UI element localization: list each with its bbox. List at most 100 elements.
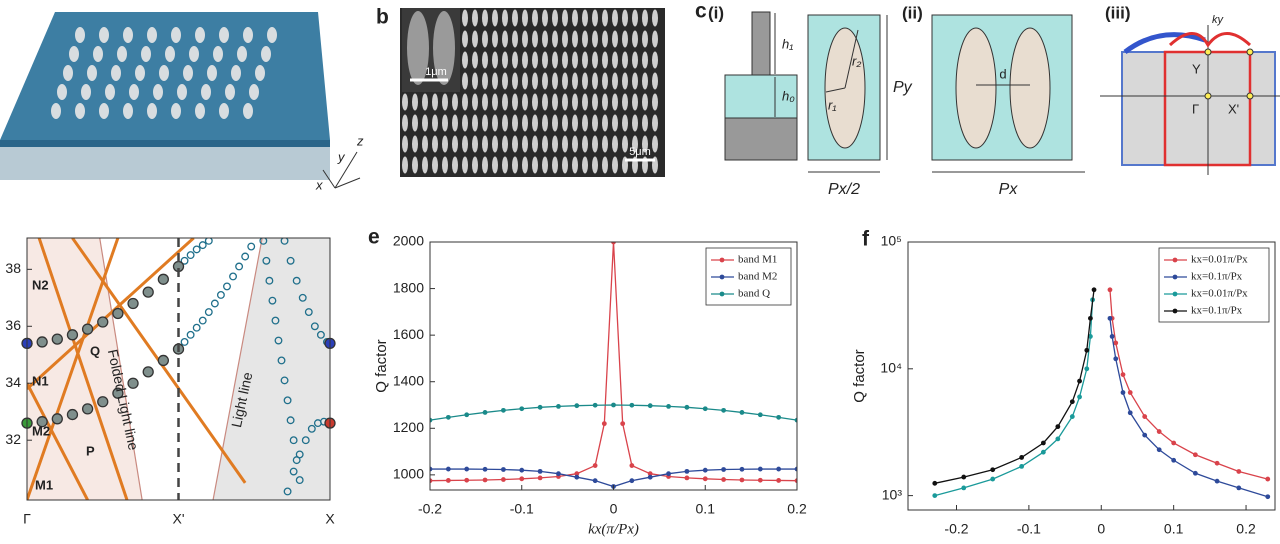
series-point	[482, 477, 488, 483]
band-point	[192, 245, 201, 254]
series-point	[445, 466, 451, 472]
series-point	[1214, 478, 1220, 484]
series-line	[1109, 318, 1268, 498]
point-label: Y	[1192, 61, 1201, 76]
series-point	[519, 476, 525, 482]
legend-swatch	[719, 291, 725, 297]
band-point	[186, 330, 195, 339]
series-line	[934, 289, 1095, 484]
panel-letter: b	[376, 6, 389, 29]
series-point	[757, 412, 763, 418]
y-tick-label: 36	[5, 317, 21, 333]
band-point	[204, 308, 213, 316]
series-point	[1142, 432, 1148, 438]
series-point	[537, 468, 543, 474]
band-point	[127, 377, 139, 389]
series-point	[574, 474, 580, 480]
band-point	[142, 366, 154, 378]
legend-swatch	[1172, 257, 1178, 263]
band-point	[298, 293, 307, 302]
series-point	[1214, 460, 1220, 466]
series-point	[1156, 429, 1162, 434]
series-point	[1091, 287, 1097, 293]
plot-area	[27, 238, 330, 500]
series-point	[757, 477, 763, 483]
x-tick-label: 0	[1097, 521, 1105, 537]
series-point	[739, 477, 745, 483]
band-point	[247, 242, 256, 251]
series-point	[592, 463, 598, 468]
sem-image: 1μm 5μm	[400, 8, 665, 177]
dim-label: Px/2	[828, 181, 860, 198]
series-point	[482, 410, 488, 415]
plot-area	[932, 287, 1271, 500]
x-tick-label: 0.2	[787, 501, 807, 517]
series-point	[1171, 440, 1177, 446]
series-point	[1192, 452, 1198, 458]
band-point	[51, 333, 63, 345]
series-point	[932, 493, 938, 499]
panel-letter: e	[368, 226, 380, 249]
series-point	[684, 468, 690, 474]
series-point	[1265, 494, 1271, 500]
band-point	[304, 308, 313, 316]
band-point	[289, 467, 298, 476]
light-line	[212, 238, 263, 500]
series-point	[629, 478, 635, 484]
band-point	[81, 323, 94, 335]
x-tick-label: 0.1	[1164, 521, 1184, 537]
series-point	[739, 466, 745, 472]
dim-label: r₁	[828, 97, 836, 112]
series-point	[684, 404, 690, 410]
sub-label: (i)	[708, 3, 724, 22]
series-point	[464, 477, 470, 483]
x-tick-label: 0.1	[696, 501, 716, 517]
annotation: N1	[32, 373, 49, 388]
series-point	[445, 414, 451, 420]
series-point	[794, 466, 797, 472]
band-point	[286, 256, 295, 265]
legend-swatch	[719, 257, 725, 263]
band-point	[204, 238, 213, 245]
band-point	[186, 251, 195, 260]
unit-cell-schematic	[724, 11, 1280, 175]
legend-swatch	[1172, 291, 1178, 297]
series-point	[519, 467, 525, 473]
series-point	[1107, 315, 1113, 321]
band-point	[223, 282, 231, 291]
series-point	[1069, 399, 1075, 405]
dim-label: h₀	[782, 88, 795, 103]
series-point	[574, 403, 580, 409]
series-point	[430, 478, 433, 484]
series-point	[1113, 340, 1119, 346]
band-point	[66, 408, 79, 421]
band-point	[180, 256, 189, 265]
series-point	[1265, 476, 1271, 482]
y-tick-label: 10⁴	[880, 360, 902, 376]
y-tick-label: 1600	[393, 326, 424, 342]
band-point	[112, 387, 124, 399]
point-label: X'	[1228, 101, 1239, 116]
series-point	[1113, 356, 1119, 362]
series-point	[430, 417, 433, 423]
series-point	[739, 410, 745, 415]
y-tick-label: 1000	[393, 466, 424, 482]
plot-frame	[429, 241, 798, 491]
series-point	[611, 402, 616, 408]
series-point	[1055, 424, 1061, 430]
series-point	[1019, 455, 1025, 460]
band-point	[241, 252, 250, 261]
series-point	[961, 485, 967, 491]
series-point	[647, 471, 653, 477]
series-point	[647, 403, 653, 409]
series-point	[519, 406, 525, 412]
series-point	[776, 414, 782, 420]
scale-label: 1μm	[425, 66, 447, 78]
band-point	[283, 487, 292, 496]
series-point	[556, 404, 561, 409]
series-point	[1171, 457, 1177, 463]
y-tick-label: 1400	[393, 372, 424, 388]
y-tick-label: 32	[5, 431, 21, 447]
series-point	[501, 407, 506, 413]
band-point	[66, 329, 79, 341]
